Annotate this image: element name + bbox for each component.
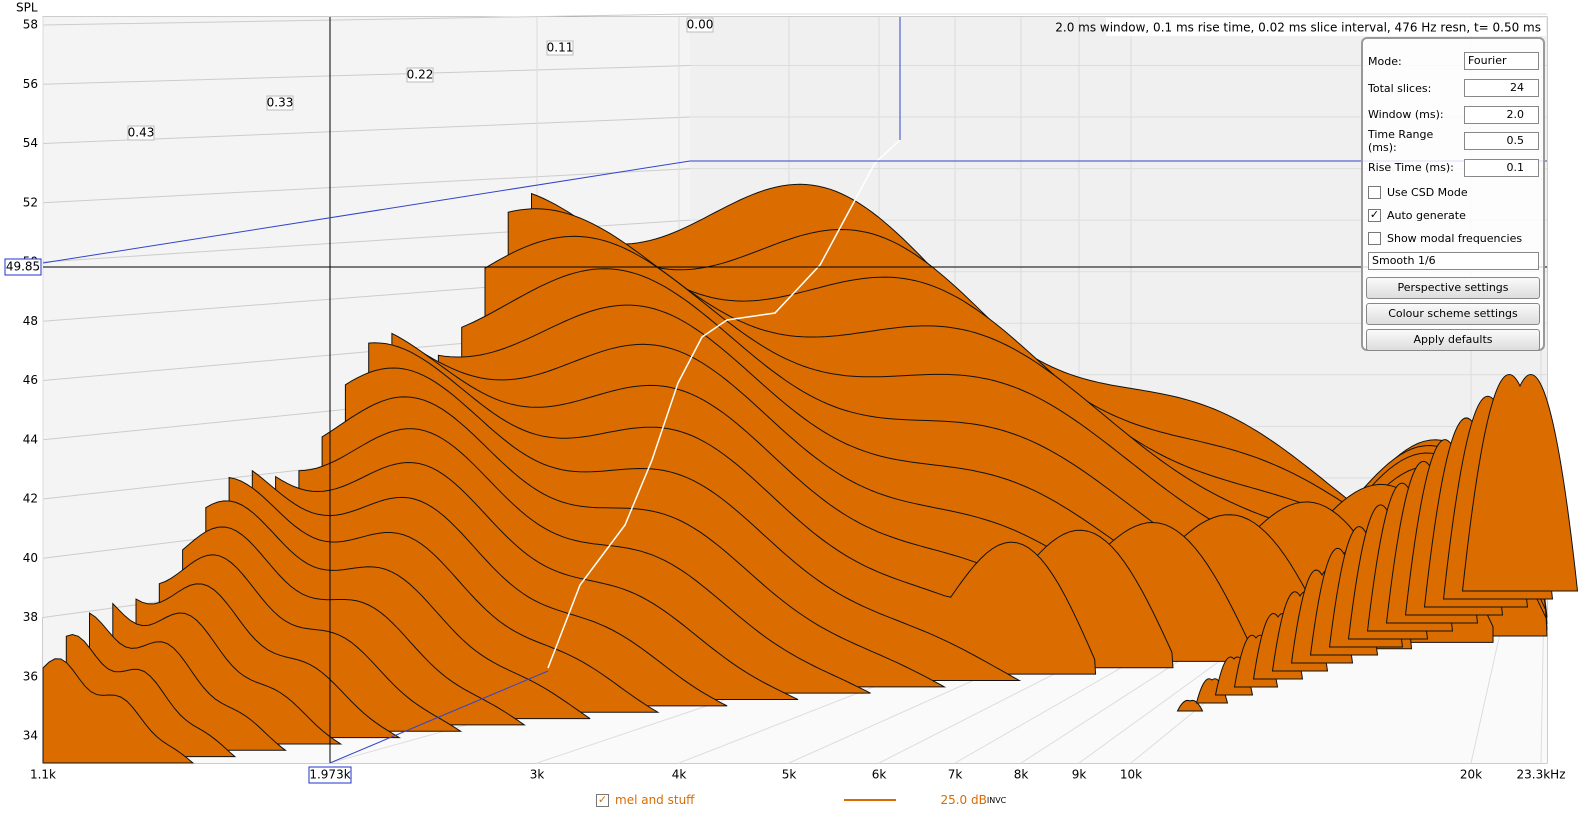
x-tick-label: 5k xyxy=(782,768,797,782)
cursor-x-box xyxy=(308,766,352,784)
y-tick-label: 44 xyxy=(23,432,38,446)
cursor-blue xyxy=(329,670,549,764)
x-tick-label: 6k xyxy=(872,768,887,782)
y-tick-label: 34 xyxy=(23,729,38,743)
x-tick-label: 1.973k xyxy=(309,768,350,782)
time-label: 0.33 xyxy=(267,96,294,110)
y-tick-label: 52 xyxy=(23,195,38,209)
checkbox-label: Auto generate xyxy=(1387,208,1466,222)
checkbox[interactable] xyxy=(1368,185,1381,199)
field-input[interactable]: 0.5 xyxy=(1464,132,1539,150)
time-label: 0.11 xyxy=(547,41,574,55)
y-tick-label: 36 xyxy=(23,669,38,683)
field-row: Window (ms): 2.0 xyxy=(1368,105,1539,125)
field-label: Total slices: xyxy=(1368,81,1432,95)
button[interactable]: Apply defaults xyxy=(1366,329,1540,351)
checkbox-label: Use CSD Mode xyxy=(1387,185,1468,199)
settings-panel: Mode: Fourier Total slices: 24 Window (ms):… xyxy=(1361,37,1545,351)
grid-line xyxy=(42,168,691,204)
y-tick-label: 38 xyxy=(23,610,38,624)
legend-suffix: INVC xyxy=(986,795,1007,805)
cursor-y-label: 49.85 xyxy=(6,260,40,274)
x-tick-label: 4k xyxy=(672,768,687,782)
legend-checkbox[interactable]: ✓ xyxy=(596,792,609,807)
y-tick-label: 58 xyxy=(23,18,38,32)
y-tick-label: 46 xyxy=(23,373,38,387)
checkbox-row: ✓ Auto generate xyxy=(1368,205,1539,225)
grid-line xyxy=(42,13,691,26)
y-tick-label: 48 xyxy=(23,314,38,328)
y-tick-label: 56 xyxy=(23,77,38,91)
smoothing-row: Smooth 1/6 xyxy=(1368,251,1539,271)
info-text: 2.0 ms window, 0.1 ms rise time, 0.02 ms… xyxy=(1055,21,1541,35)
x-tick-label: 9k xyxy=(1072,768,1087,782)
hf-slice xyxy=(1461,374,1579,592)
checkbox[interactable]: ✓ xyxy=(1368,207,1381,222)
smoothing-select[interactable]: Smooth 1/6 xyxy=(1368,252,1539,270)
checkbox-row: Show modal frequencies xyxy=(1368,228,1539,248)
legend-level: 25.0 dB xyxy=(940,793,987,807)
y-tick-label: 54 xyxy=(23,136,38,150)
time-label: 0.00 xyxy=(687,18,714,32)
checkbox-row: Use CSD Mode xyxy=(1368,182,1539,202)
field-input[interactable]: 2.0 xyxy=(1464,105,1539,124)
y-tick-label: 42 xyxy=(23,492,38,506)
waterfall-slice xyxy=(42,658,195,764)
checkbox[interactable] xyxy=(1368,231,1381,245)
field-input[interactable]: 0.1 xyxy=(1464,158,1539,177)
x-tick-label: 7k xyxy=(948,768,963,782)
time-label: 0.22 xyxy=(407,68,434,82)
grid-line xyxy=(1540,616,1545,764)
grid-line xyxy=(1470,616,1505,764)
y-tick-label: 40 xyxy=(23,551,38,565)
x-tick-label: 10k xyxy=(1120,768,1142,782)
time-label-box xyxy=(406,67,434,83)
x-tick-label: 23.3kHz xyxy=(1517,768,1566,782)
field-input[interactable]: 24 xyxy=(1464,79,1539,97)
peak-trace xyxy=(547,139,901,669)
legend-name: mel and stuff xyxy=(615,793,695,807)
button[interactable]: Colour scheme settings xyxy=(1366,303,1540,325)
button[interactable]: Perspective settings xyxy=(1366,277,1540,299)
cursor-y-box xyxy=(4,258,42,276)
time-label-box xyxy=(266,95,294,111)
mode-row: Mode: Fourier xyxy=(1368,51,1539,71)
mode-label: Mode: xyxy=(1368,54,1402,68)
legend: ✓ mel and stuff 25.0 dB INVC xyxy=(596,793,1006,807)
mode-select[interactable]: Fourier xyxy=(1464,52,1539,70)
checkbox-label: Show modal frequencies xyxy=(1387,231,1523,245)
info-box xyxy=(1106,18,1546,36)
time-label: 0.43 xyxy=(128,126,155,140)
field-row: Total slices: 24 xyxy=(1368,78,1539,98)
time-label-box xyxy=(546,40,574,56)
grid-line xyxy=(42,65,691,85)
y-axis-title: SPL xyxy=(16,1,38,15)
x-tick-label: 8k xyxy=(1014,768,1029,782)
legend-line xyxy=(844,799,897,801)
x-tick-label: 1.1k xyxy=(30,768,56,782)
field-label: Time Range (ms): xyxy=(1368,128,1434,154)
time-label-box xyxy=(127,125,155,141)
time-label-box xyxy=(686,17,714,33)
field-label: Rise Time (ms): xyxy=(1368,161,1454,174)
x-tick-label: 20k xyxy=(1460,768,1482,782)
field-label: Window (ms): xyxy=(1368,108,1444,121)
x-tick-label: 3k xyxy=(530,768,545,782)
field-row: Time Range (ms): 0.5 xyxy=(1368,128,1539,154)
cursor-blue xyxy=(42,160,1547,264)
field-row: Rise Time (ms): 0.1 xyxy=(1368,158,1539,178)
